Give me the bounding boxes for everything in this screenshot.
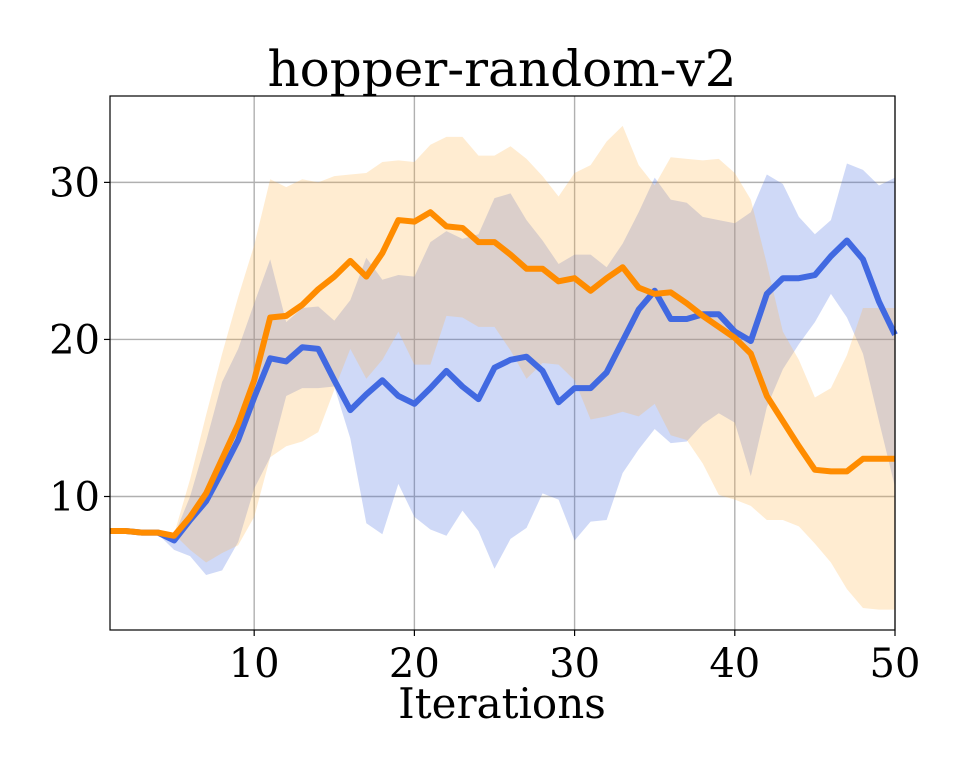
x-tick-label: 50 bbox=[870, 641, 921, 687]
confidence-bands bbox=[110, 125, 895, 610]
plot-frame bbox=[109, 95, 896, 631]
series-1-line bbox=[110, 237, 898, 544]
series-lines bbox=[110, 209, 898, 544]
series-1-band bbox=[110, 163, 895, 576]
y-tick-label: 20 bbox=[49, 317, 100, 363]
x-axis-ticks: 10 20 30 40 50 bbox=[229, 630, 921, 687]
y-tick-label: 10 bbox=[49, 475, 100, 521]
x-axis-label: Iterations bbox=[398, 679, 606, 728]
y-axis-ticks: 10 20 30 bbox=[49, 160, 110, 521]
x-tick-label: 30 bbox=[549, 641, 600, 687]
x-tick-label: 10 bbox=[229, 641, 280, 687]
series-2-band bbox=[110, 125, 895, 610]
x-tick-label: 20 bbox=[389, 641, 440, 687]
series-2-line bbox=[110, 209, 895, 539]
y-tick-label: 30 bbox=[49, 160, 100, 206]
x-tick-label: 40 bbox=[709, 641, 760, 687]
chart-title: hopper-random-v2 bbox=[267, 40, 736, 98]
